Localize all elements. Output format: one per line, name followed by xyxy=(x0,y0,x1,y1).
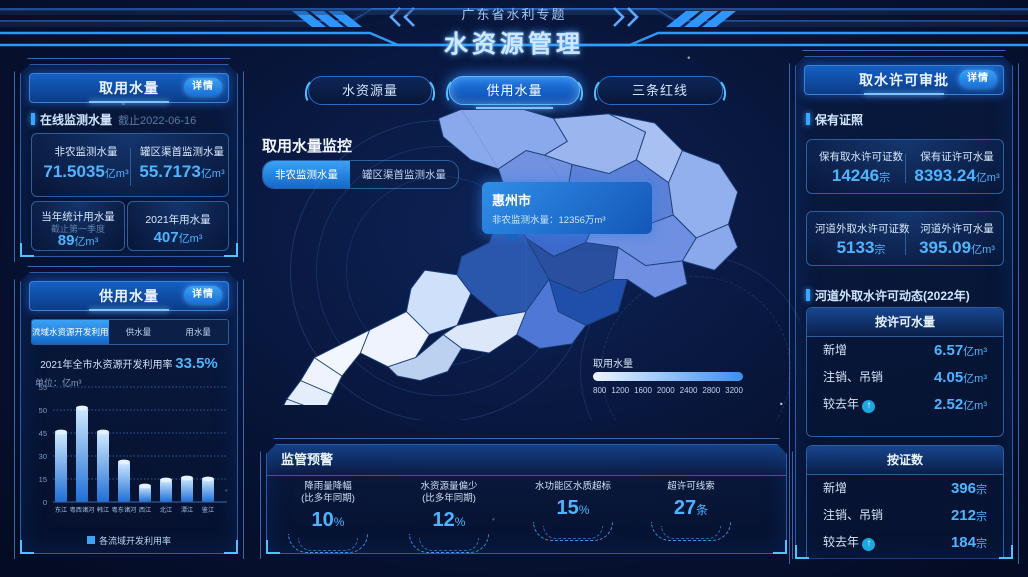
svg-text:东江: 东江 xyxy=(55,506,67,514)
svg-text:粤西诸河: 粤西诸河 xyxy=(70,506,95,514)
svg-text:15: 15 xyxy=(39,475,47,484)
svg-text:45: 45 xyxy=(39,429,47,438)
svg-text:北江: 北江 xyxy=(160,506,172,514)
svg-text:30: 30 xyxy=(39,452,47,461)
svg-text:潭江: 潭江 xyxy=(181,506,193,514)
svg-text:西江: 西江 xyxy=(139,507,151,514)
svg-text:55: 55 xyxy=(39,383,47,392)
svg-text:0: 0 xyxy=(43,498,47,507)
svg-text:韩江: 韩江 xyxy=(97,506,109,514)
svg-text:粤东诸河: 粤东诸河 xyxy=(112,506,137,514)
svg-text:鉴江: 鉴江 xyxy=(202,506,214,514)
svg-text:50: 50 xyxy=(39,406,47,415)
